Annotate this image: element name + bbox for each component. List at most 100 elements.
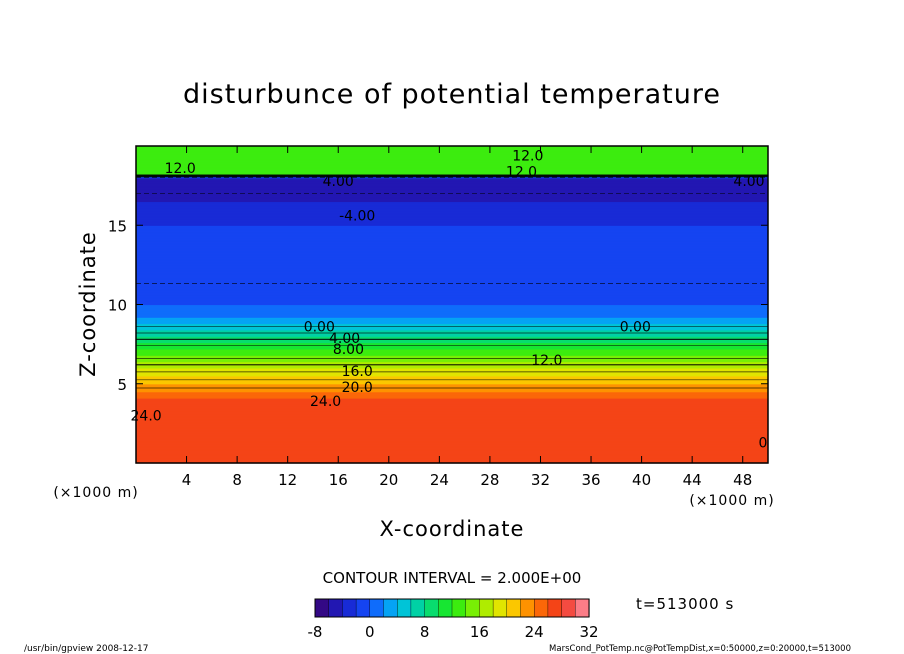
y-tick-label: 15 <box>108 217 127 235</box>
heatmap-band <box>136 247 768 250</box>
heatmap-band <box>136 375 768 379</box>
heatmap-band <box>136 234 768 237</box>
heatmap-band <box>136 424 768 428</box>
heatmap-band <box>136 187 768 190</box>
contour-label: 12.0 <box>506 164 537 180</box>
colorbar-segment <box>561 598 576 618</box>
heatmap-band <box>136 328 768 331</box>
heatmap-band <box>136 309 768 312</box>
heatmap-band <box>136 325 768 328</box>
heatmap-band <box>136 260 768 263</box>
heatmap-band <box>136 214 768 217</box>
contour-label: 12.0 <box>165 161 196 177</box>
heatmap-band <box>136 451 768 455</box>
heatmap-band <box>136 413 768 417</box>
colorbar-segment <box>534 598 549 618</box>
heatmap-band <box>136 179 768 182</box>
x-tick-label: 40 <box>632 471 651 489</box>
y-tick-label: 5 <box>117 376 127 394</box>
heatmap-band <box>136 420 768 423</box>
contour-label: 0.00 <box>304 320 335 336</box>
contour-label: 0.00 <box>620 320 651 336</box>
colorbar-segment <box>410 598 426 618</box>
heatmap-band <box>136 287 768 290</box>
heatmap-band <box>136 293 768 296</box>
colorbar-tick-label: -8 <box>308 623 323 641</box>
heatmap-band <box>136 188 768 191</box>
colorbar-segment <box>369 598 385 618</box>
heatmap-band <box>136 203 768 206</box>
heatmap-band <box>136 193 768 196</box>
contour-labels: 12.012.0 12.04.00 4.00-4.000.00 0.004.008.0… <box>131 149 768 452</box>
heatmap-band <box>136 352 768 355</box>
heatmap-band <box>136 382 768 385</box>
heatmap-band <box>136 339 768 342</box>
heatmap-band <box>136 180 768 184</box>
colorbar-segment <box>520 598 535 618</box>
colorbar-frame <box>314 598 590 618</box>
heatmap-band <box>136 155 768 158</box>
heatmap-band <box>136 436 768 439</box>
heatmap-band <box>136 432 768 436</box>
heatmap-band <box>136 283 768 287</box>
colorbar-segment <box>438 598 453 618</box>
heatmap-band <box>136 418 768 421</box>
heatmap-band <box>136 394 768 398</box>
heatmap-band <box>136 298 768 301</box>
heatmap-band <box>136 239 768 242</box>
heatmap-band <box>136 301 768 304</box>
heatmap-band <box>136 367 768 371</box>
x-tick-label: 44 <box>683 471 702 489</box>
heatmap-band <box>136 149 768 152</box>
heatmap-band <box>136 166 768 169</box>
heatmap-band <box>136 448 768 451</box>
heatmap-band <box>136 383 768 386</box>
heatmap-band <box>136 396 768 399</box>
heatmap-band <box>136 264 768 268</box>
heatmap-band <box>136 236 768 239</box>
heatmap-band <box>136 152 768 155</box>
heatmap-band <box>136 377 768 380</box>
heatmap-band <box>136 431 768 434</box>
colorbar-ticks: -8 0 8 16 24 32 <box>308 623 599 641</box>
heatmap-band <box>136 410 768 413</box>
heatmap-band <box>136 190 768 193</box>
contour-label: 16.0 <box>342 364 373 380</box>
contour-label: 8.00 <box>333 342 364 358</box>
contour-label: 12.0 <box>531 353 562 369</box>
heatmap-band <box>136 291 768 294</box>
heatmap-band <box>136 374 768 377</box>
heatmap-band <box>136 428 768 431</box>
heatmap-band <box>136 399 768 402</box>
heatmap-band <box>136 439 768 442</box>
heatmap-band <box>136 358 768 361</box>
heatmap-band <box>136 195 768 198</box>
heatmap-band <box>136 237 768 241</box>
heatmap-band <box>136 334 768 337</box>
heatmap-band <box>136 333 768 336</box>
heatmap-band <box>136 315 768 318</box>
heatmap-band <box>136 437 768 440</box>
heatmap-band <box>136 304 768 307</box>
colorbar <box>314 598 590 618</box>
heatmap-band <box>136 147 768 150</box>
contour-label: 24.0 <box>131 408 162 424</box>
heatmap-band <box>136 252 768 255</box>
heatmap-band <box>136 369 768 372</box>
heatmap-band <box>136 347 768 350</box>
heatmap-band <box>136 150 768 153</box>
colorbar-segment <box>383 598 398 618</box>
heatmap-band <box>136 390 768 393</box>
heatmap-band <box>136 417 768 420</box>
heatmap-band <box>136 266 768 269</box>
heatmap-band <box>136 326 768 329</box>
contour-label: 4.00 <box>323 174 354 190</box>
heatmap-band <box>136 241 768 244</box>
colorbar-tick-label: 0 <box>365 623 375 641</box>
colorbar-segment <box>479 598 494 618</box>
colorbar-segment <box>451 598 467 618</box>
heatmap-band <box>136 402 768 405</box>
heatmap-band <box>136 423 768 426</box>
heatmap-band <box>136 445 768 448</box>
